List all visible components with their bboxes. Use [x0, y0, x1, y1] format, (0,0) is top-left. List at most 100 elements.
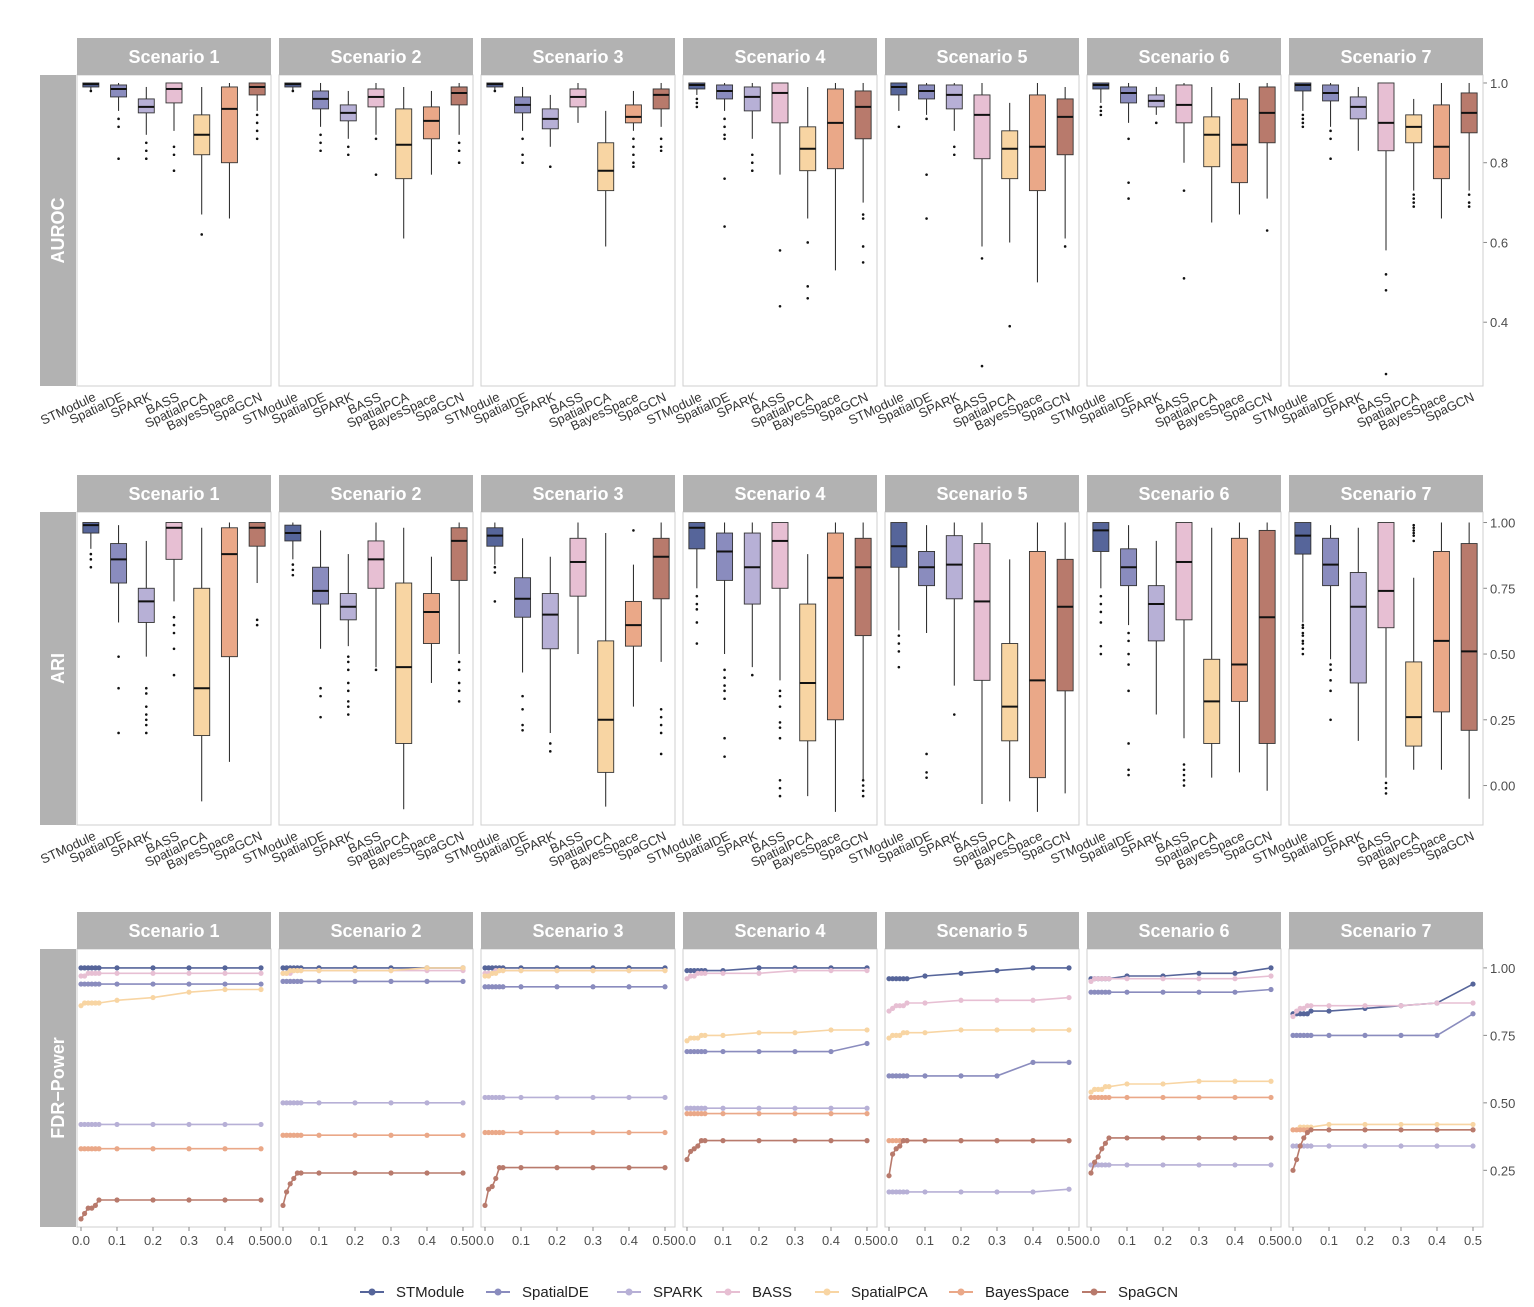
box-body	[826, 532, 844, 721]
box-body	[1432, 551, 1450, 713]
facet-title: Scenario 4	[734, 484, 825, 504]
series-point	[893, 1073, 899, 1079]
series-bayesspace	[280, 1132, 466, 1138]
facet-strip	[77, 912, 271, 949]
facet-title: Scenario 6	[1138, 921, 1229, 941]
box-spatialde	[1120, 82, 1138, 200]
series-point	[864, 1138, 870, 1144]
box-outlier	[346, 700, 350, 703]
box-outlier	[89, 565, 93, 569]
series-point	[493, 984, 499, 990]
series-point	[1308, 1127, 1314, 1133]
series-point	[388, 1100, 394, 1106]
series-point	[958, 997, 964, 1003]
series-point	[114, 1197, 120, 1203]
box-outlier	[723, 689, 726, 693]
box-outlier	[1412, 539, 1416, 543]
series-point	[284, 965, 290, 971]
series-point	[922, 973, 928, 979]
series-point	[688, 1048, 694, 1055]
legend-label: STModule	[396, 1284, 464, 1301]
series-point	[958, 1073, 964, 1079]
series-point	[186, 981, 192, 987]
series-point	[994, 1189, 1000, 1195]
series-point	[460, 1100, 466, 1106]
series-point	[1297, 1005, 1303, 1011]
series-point	[486, 1186, 492, 1192]
box-outlier	[723, 697, 726, 701]
series-point	[886, 1189, 892, 1195]
series-point	[1066, 1059, 1072, 1065]
box-outlier	[1127, 652, 1130, 656]
panel-background	[1288, 948, 1484, 1228]
box-outlier	[521, 729, 524, 732]
box-outlier	[1182, 763, 1186, 766]
series-point	[1124, 1135, 1130, 1141]
box-outlier	[457, 161, 461, 165]
box-outlier	[1412, 193, 1416, 196]
series-point	[424, 1170, 430, 1176]
series-point	[294, 1132, 300, 1138]
series-point	[1092, 1086, 1098, 1092]
series-point	[280, 1132, 286, 1138]
series-point	[284, 1189, 290, 1195]
facet-strip	[1087, 912, 1281, 949]
series-point	[1326, 1121, 1332, 1128]
series-point	[89, 965, 95, 971]
series-point	[702, 1105, 708, 1111]
series-point	[1304, 1143, 1310, 1149]
series-point	[489, 1094, 495, 1101]
series-point	[518, 967, 524, 974]
series-point	[280, 978, 286, 984]
series-point	[684, 967, 690, 974]
series-bass	[886, 994, 1072, 1014]
box-bayesspace	[1432, 522, 1450, 770]
box-outlier	[291, 568, 295, 572]
box-spatialde	[1322, 82, 1340, 161]
series-point	[688, 1105, 694, 1111]
series-point	[720, 1105, 726, 1111]
series-point	[496, 984, 502, 990]
series-point	[114, 965, 120, 971]
box-outlier	[723, 668, 726, 672]
box-body	[771, 522, 789, 589]
series-point	[698, 1138, 705, 1144]
box-spatialpca	[597, 110, 615, 247]
series-point	[388, 1132, 394, 1138]
box-spatialde	[918, 525, 936, 779]
series-point	[994, 997, 1000, 1003]
series-point	[590, 1165, 596, 1171]
series-spagcn	[1088, 1135, 1274, 1176]
series-point	[298, 978, 304, 984]
box-outlier	[1467, 201, 1471, 204]
series-point	[424, 978, 430, 984]
box-body	[890, 522, 908, 568]
series-point	[994, 967, 1000, 974]
box-outlier	[1099, 602, 1103, 606]
box-bass	[165, 522, 183, 677]
box-body	[248, 522, 266, 547]
series-point	[1301, 1135, 1307, 1141]
series-point	[114, 1146, 120, 1152]
series-point	[1099, 976, 1105, 982]
box-outlier	[457, 689, 461, 693]
series-point	[298, 1170, 304, 1176]
series-point	[1196, 1135, 1202, 1141]
box-outlier	[255, 113, 259, 117]
series-point	[78, 1003, 84, 1009]
legend-marker	[494, 1288, 502, 1296]
box-body	[945, 84, 963, 110]
box-body	[422, 593, 440, 644]
series-point	[626, 1094, 632, 1101]
box-outlier	[1127, 768, 1130, 772]
x-tick-label: 0.0	[1284, 1233, 1302, 1248]
series-point	[96, 1197, 102, 1203]
box-body	[1258, 529, 1276, 744]
box-outlier	[952, 713, 956, 716]
x-tick-label: 0.2	[1154, 1233, 1172, 1248]
series-point	[78, 1216, 84, 1222]
series-point	[1102, 1084, 1108, 1090]
box-outlier	[255, 618, 259, 622]
series-point	[1106, 1162, 1112, 1168]
box-body	[1230, 537, 1248, 702]
